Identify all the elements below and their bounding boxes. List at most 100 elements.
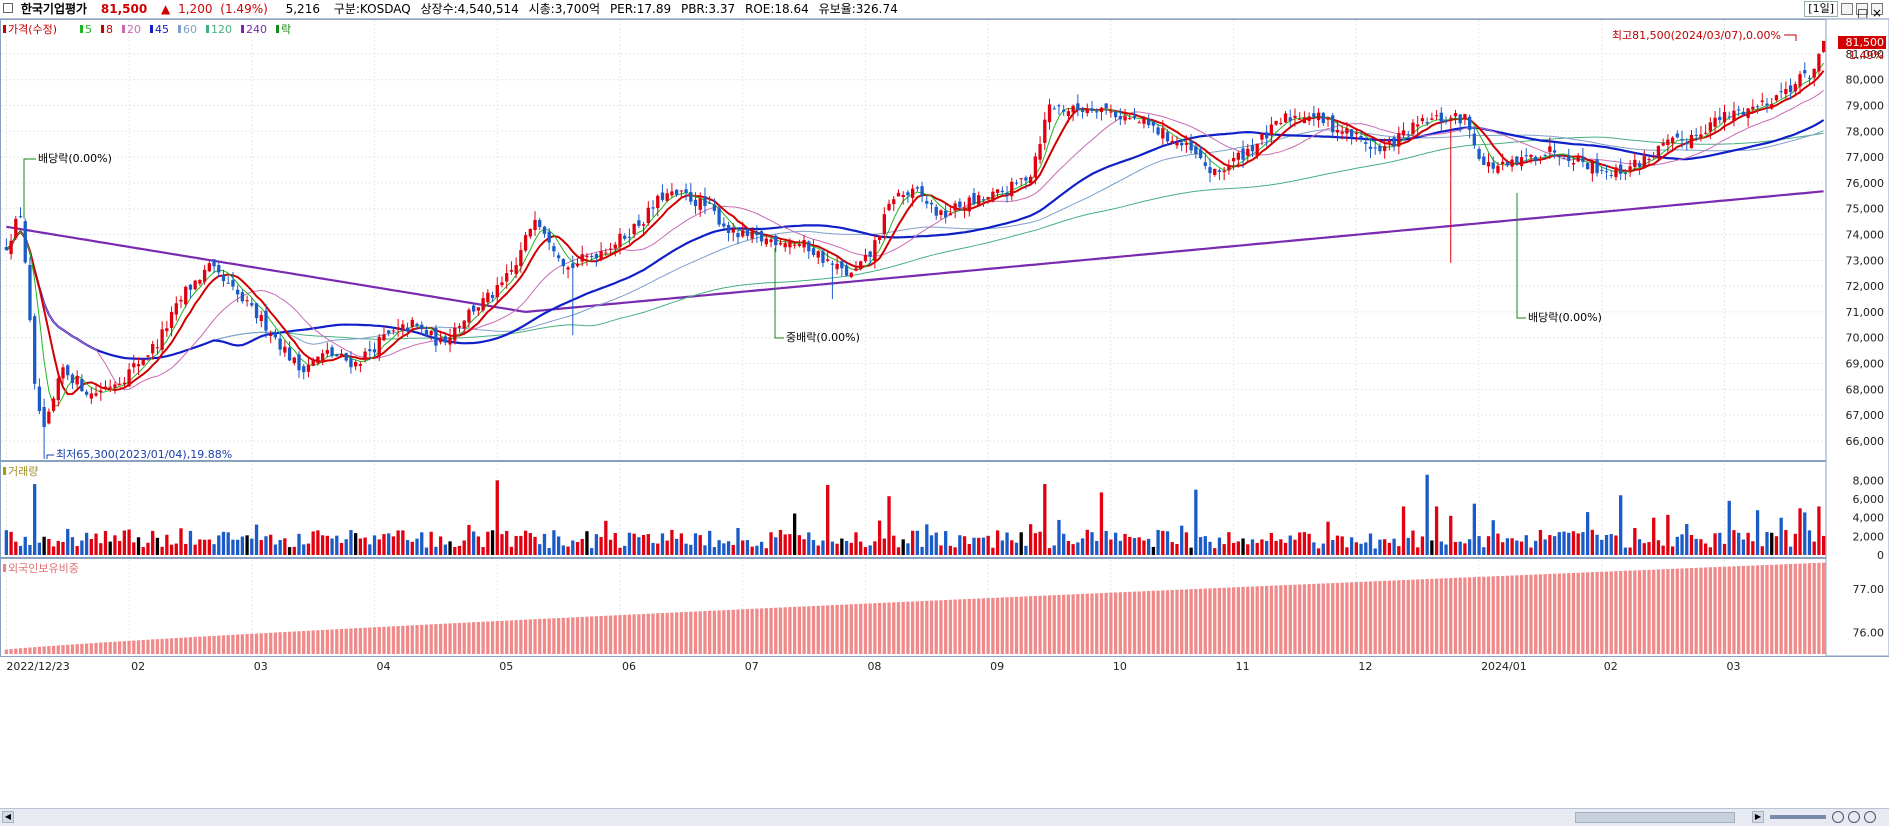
candle-body: [1788, 85, 1793, 93]
foreign-bar: [1397, 580, 1401, 654]
candle-body: [788, 241, 792, 248]
candle-body: [330, 347, 334, 357]
scroll-left-button[interactable]: ◀: [2, 811, 14, 823]
foreign-bar: [1137, 591, 1141, 654]
volume-bar: [1524, 535, 1528, 555]
volume-bar: [240, 536, 245, 555]
foreign-bar: [1161, 590, 1165, 654]
volume-bar: [1265, 540, 1269, 555]
candle-body: [882, 214, 886, 235]
candle-body: [1727, 116, 1731, 118]
horizontal-scrollbar[interactable]: ◀ ▶: [0, 808, 1889, 826]
volume-bar: [217, 535, 221, 555]
candle-body: [349, 358, 353, 368]
period-selector[interactable]: [1일]: [1804, 1, 1838, 17]
volume-bar: [1364, 542, 1368, 555]
price-tick-label: 79,000: [1846, 100, 1885, 113]
zoom-slider[interactable]: [1770, 815, 1826, 819]
candle-body: [1694, 134, 1698, 136]
foreign-bar: [519, 619, 523, 654]
candle-body: [1000, 190, 1004, 192]
foreign-bar: [882, 602, 886, 654]
zoom-reset-icon[interactable]: [1864, 811, 1876, 823]
scroll-right-button[interactable]: ▶: [1752, 811, 1764, 823]
foreign-bar: [325, 629, 329, 654]
volume-bar: [929, 535, 934, 555]
volume-bar: [1184, 532, 1189, 555]
volume-bar: [23, 536, 27, 555]
volume-bar: [1685, 523, 1689, 555]
volume-bar: [37, 542, 42, 555]
foreign-bar: [939, 600, 943, 654]
volume-bar: [1708, 547, 1713, 555]
candle-body: [1368, 146, 1373, 149]
volume-bar: [56, 540, 60, 555]
foreign-bar: [335, 629, 339, 654]
zoom-in-icon[interactable]: [1832, 811, 1844, 823]
zoom-out-icon[interactable]: [1848, 811, 1860, 823]
scroll-thumb[interactable]: [1575, 812, 1735, 823]
volume-bar: [1713, 533, 1717, 555]
foreign-bar: [349, 628, 353, 654]
foreign-bar: [613, 615, 617, 654]
candle-body: [165, 328, 169, 332]
volume-bar: [523, 530, 528, 555]
volume-bar: [51, 546, 56, 555]
foreign-bar: [1472, 577, 1476, 654]
volume-bar: [509, 546, 514, 555]
foreign-bar: [1737, 566, 1741, 654]
panel-border: [0, 19, 1827, 461]
candle-body: [736, 233, 740, 238]
high-label: 최고81,500(2024/03/07),0.00%: [1612, 29, 1781, 42]
maximize-icon[interactable]: □: [1856, 3, 1868, 18]
foreign-bar: [1043, 595, 1047, 654]
volume-bar: [1458, 541, 1462, 555]
candle-body: [910, 188, 915, 198]
volume-bar: [1397, 546, 1401, 555]
volume-bar: [1694, 538, 1698, 555]
foreign-bar: [84, 643, 89, 654]
foreign-bar: [566, 617, 570, 654]
volume-bar: [117, 540, 122, 555]
volume-bar: [377, 539, 381, 555]
volume-bar: [368, 544, 372, 555]
stock-name[interactable]: 한국기업평가: [20, 2, 88, 16]
close-icon[interactable]: ×: [1871, 3, 1883, 18]
foreign-bar: [1227, 587, 1231, 654]
candle-body: [953, 203, 957, 211]
listed-shares: 상장수:4,540,514: [420, 2, 519, 16]
candle-body: [708, 202, 712, 204]
candle-body: [977, 195, 981, 205]
candle-body: [354, 361, 358, 367]
minimize-icon[interactable]: _: [1841, 3, 1853, 18]
candle-body: [1184, 143, 1189, 145]
candle-body: [500, 282, 504, 286]
volume-tick-label: 6,000: [1853, 493, 1885, 506]
volume-bar: [1222, 544, 1226, 555]
foreign-bar: [401, 625, 405, 654]
candle-body: [1812, 68, 1816, 78]
volume-bar: [665, 540, 669, 555]
candle-body: [750, 231, 754, 239]
legend-swatch: [241, 25, 244, 33]
foreign-bar: [434, 624, 438, 654]
volume-bar: [481, 547, 485, 555]
select-checkbox[interactable]: [3, 3, 13, 13]
dividend-label-1: 배당락(0.00%): [38, 152, 112, 165]
volume-bar: [1803, 512, 1807, 555]
candle-body: [1647, 158, 1651, 160]
legend-marker: [3, 467, 6, 475]
volume-bar: [1316, 548, 1321, 555]
candle-body: [1349, 129, 1354, 137]
foreign-bar: [221, 635, 226, 654]
candle-body: [287, 347, 292, 361]
candle-body: [887, 203, 891, 211]
stock-chart[interactable]: 81,000 80,000 79,000 78,000 77,000 76,000 75,0…: [0, 19, 1889, 808]
foreign-bar: [1241, 586, 1245, 654]
volume-bar: [1095, 540, 1099, 555]
volume-bar: [556, 536, 561, 555]
volume-bar: [1689, 534, 1694, 555]
foreign-bar: [490, 621, 495, 654]
annotations: [23, 34, 1797, 459]
candle-body: [1552, 150, 1557, 153]
